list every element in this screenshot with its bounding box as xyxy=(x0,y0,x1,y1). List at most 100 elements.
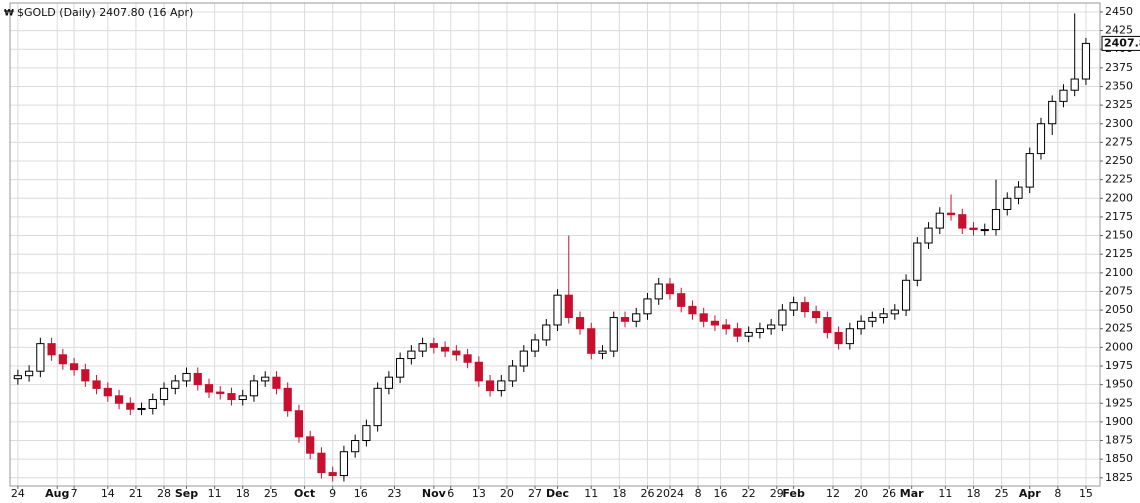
candle-body xyxy=(722,324,731,330)
candle-body xyxy=(159,387,169,401)
candle-body xyxy=(913,242,922,281)
candle-body xyxy=(441,346,450,352)
candle-body xyxy=(1059,89,1068,102)
y-tick-label: 2075 xyxy=(1105,284,1133,297)
x-tick-label: 16 xyxy=(714,487,728,500)
candle-body xyxy=(969,227,978,231)
x-tick-label: 6 xyxy=(447,487,454,500)
candle-body xyxy=(114,395,124,404)
candle-body xyxy=(261,376,270,382)
candle-body xyxy=(688,305,697,315)
x-tick-label: Apr xyxy=(1019,487,1041,500)
candle-body xyxy=(677,293,686,307)
candle-body xyxy=(879,313,888,319)
y-tick-label: 2200 xyxy=(1105,191,1133,204)
candle-body xyxy=(924,227,933,244)
y-tick-label: 1850 xyxy=(1105,452,1133,465)
candle-body xyxy=(193,372,202,386)
candle-body xyxy=(407,350,416,360)
x-tick-label: 22 xyxy=(742,487,756,500)
last-price-label: 2407.8 xyxy=(1104,36,1140,49)
candle-body xyxy=(373,387,382,427)
x-tick-label: 11 xyxy=(584,487,598,500)
candle-body xyxy=(755,328,764,333)
candle-body xyxy=(238,395,247,401)
y-tick-label: 2425 xyxy=(1105,24,1133,37)
x-tick-label: 11 xyxy=(208,487,222,500)
x-tick-label: 18 xyxy=(236,487,250,500)
y-tick-label: 2325 xyxy=(1105,98,1133,111)
candle-body xyxy=(609,317,618,352)
candle-body xyxy=(317,452,326,474)
candle-body xyxy=(429,343,438,348)
candle-body xyxy=(823,317,832,333)
candle-body xyxy=(834,331,843,345)
candle-body xyxy=(396,358,405,378)
x-tick-label: 8 xyxy=(695,487,702,500)
candle-body xyxy=(36,343,45,372)
candle-body xyxy=(1014,186,1023,199)
candle-body xyxy=(126,402,135,410)
x-tick-label: 25 xyxy=(995,487,1009,500)
candle-body xyxy=(1048,100,1057,125)
x-tick-label: 25 xyxy=(264,487,278,500)
x-tick-label: 21 xyxy=(129,487,143,500)
last-price-box xyxy=(1101,35,1140,51)
y-tick-label: 2225 xyxy=(1105,173,1133,186)
x-tick-label: 26 xyxy=(882,487,896,500)
x-tick-label: 14 xyxy=(101,487,115,500)
y-tick-label: 2275 xyxy=(1105,135,1133,148)
candle-body xyxy=(384,376,393,389)
candle-body xyxy=(800,302,809,313)
candle-body xyxy=(935,212,944,229)
y-tick-label: 2150 xyxy=(1105,229,1133,242)
y-tick-label: 2375 xyxy=(1105,61,1133,74)
candle-body xyxy=(47,343,56,356)
y-tick-label: 1900 xyxy=(1105,415,1133,428)
candle-body xyxy=(598,350,607,354)
x-tick-label: 13 xyxy=(472,487,486,500)
x-tick-label: Nov xyxy=(422,487,447,500)
x-tick-label: 8 xyxy=(1054,487,1061,500)
candle-body xyxy=(946,212,956,216)
x-tick-label: Sep xyxy=(175,487,198,500)
candle-body xyxy=(901,279,911,311)
y-tick-label: 2250 xyxy=(1105,154,1133,167)
x-tick-label: 28 xyxy=(157,487,171,500)
candle-body xyxy=(542,324,551,341)
candle-body xyxy=(294,410,304,438)
x-tick-label: 11 xyxy=(938,487,952,500)
candle-body xyxy=(249,380,259,397)
candle-body xyxy=(1003,197,1012,210)
x-tick-label: Mar xyxy=(900,487,924,500)
x-tick-label: 23 xyxy=(388,487,402,500)
candle-body xyxy=(58,354,67,365)
candle-body xyxy=(103,387,112,397)
y-tick-label: 2100 xyxy=(1105,266,1133,279)
y-tick-label: 2050 xyxy=(1105,303,1133,316)
candle-body xyxy=(789,302,798,311)
candle-body xyxy=(564,294,573,319)
y-tick-label: 2025 xyxy=(1105,322,1133,335)
candle-body xyxy=(452,350,461,356)
candle-body xyxy=(508,365,517,382)
y-tick-label: 2450 xyxy=(1105,5,1133,18)
candle-body xyxy=(778,309,787,326)
candle-body xyxy=(362,425,371,442)
candle-body xyxy=(632,313,641,322)
candle-body xyxy=(272,376,281,389)
x-tick-label: 20 xyxy=(854,487,868,500)
candle-body xyxy=(890,309,899,315)
chart-title: $GOLD (Daily) 2407.80 (16 Apr) xyxy=(17,6,193,19)
candle-body xyxy=(81,369,90,382)
candle-body xyxy=(227,393,236,401)
candle-body xyxy=(643,298,652,315)
candle-body xyxy=(744,331,753,337)
x-tick-label: 16 xyxy=(354,487,368,500)
candles xyxy=(13,13,1091,482)
candle-body xyxy=(654,283,663,300)
candle-body xyxy=(306,436,315,454)
candle-body xyxy=(519,350,528,367)
x-tick-label: 26 xyxy=(640,487,654,500)
